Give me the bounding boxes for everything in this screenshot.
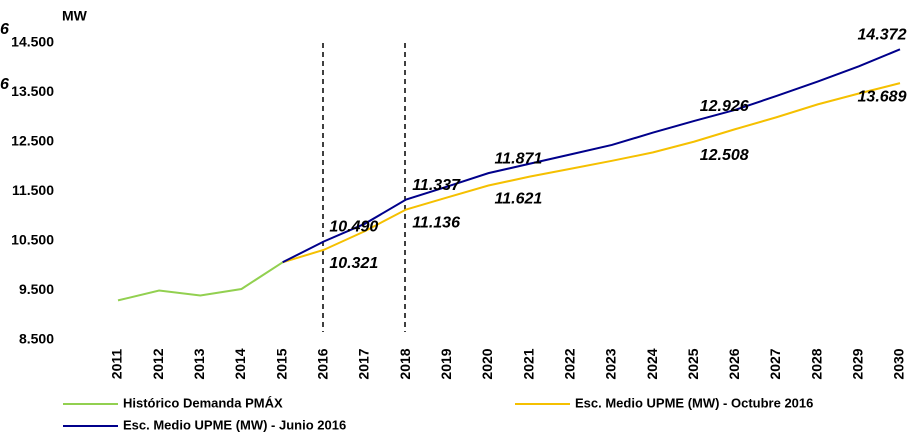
data-label: 13.689 <box>858 88 907 105</box>
data-label: 11.136 <box>412 215 460 232</box>
x-tick-label: 2028 <box>808 348 824 379</box>
annotation: 6 <box>0 21 9 38</box>
series-line <box>282 48 901 264</box>
x-tick-label: 2025 <box>685 348 701 379</box>
x-tick-label: 2029 <box>850 348 866 379</box>
x-tick-label: 2030 <box>891 348 907 379</box>
x-tick-label: 2018 <box>397 348 413 379</box>
y-tick-label: 9.500 <box>19 281 54 297</box>
series-line <box>117 261 284 302</box>
x-tick-label: 2024 <box>644 348 660 379</box>
y-tick-label: 10.500 <box>11 232 54 248</box>
y-tick-label: 13.500 <box>11 83 54 99</box>
data-label: 11.871 <box>495 150 543 167</box>
series-line <box>282 82 901 264</box>
x-tick-label: 2013 <box>191 348 207 379</box>
legend-label: Histórico Demanda PMÁX <box>123 395 283 410</box>
x-tick-label: 2023 <box>603 348 619 379</box>
data-label: 11.621 <box>495 191 543 208</box>
legend-label: Esc. Medio UPME (MW) - Octubre 2016 <box>575 395 813 410</box>
legend-label: Esc. Medio UPME (MW) - Junio 2016 <box>123 417 346 432</box>
y-axis-label: MW <box>62 8 88 24</box>
annotation: 6 <box>0 76 9 93</box>
x-tick-label: 2011 <box>109 349 125 380</box>
y-tick-label: 14.500 <box>11 34 54 50</box>
data-label: 10.490 <box>329 219 378 236</box>
y-tick-label: 8.500 <box>19 331 54 347</box>
x-tick-label: 2027 <box>767 348 783 379</box>
x-tick-label: 2019 <box>438 348 454 379</box>
data-label: 11.337 <box>412 177 461 194</box>
x-tick-label: 2022 <box>561 348 577 379</box>
data-label: 12.508 <box>700 147 749 164</box>
data-label: 14.372 <box>858 27 907 44</box>
data-label: 10.321 <box>329 255 378 272</box>
data-label: 12.926 <box>700 98 749 115</box>
x-tick-label: 2016 <box>314 348 330 379</box>
x-tick-label: 2026 <box>726 348 742 379</box>
x-tick-label: 2014 <box>232 348 248 379</box>
y-tick-label: 11.500 <box>12 182 54 198</box>
x-tick-label: 2021 <box>520 348 536 379</box>
x-tick-label: 2017 <box>356 348 372 379</box>
y-tick-label: 12.500 <box>11 133 54 149</box>
x-tick-label: 2015 <box>273 348 289 379</box>
x-tick-label: 2012 <box>150 348 166 379</box>
x-tick-label: 2020 <box>479 348 495 379</box>
